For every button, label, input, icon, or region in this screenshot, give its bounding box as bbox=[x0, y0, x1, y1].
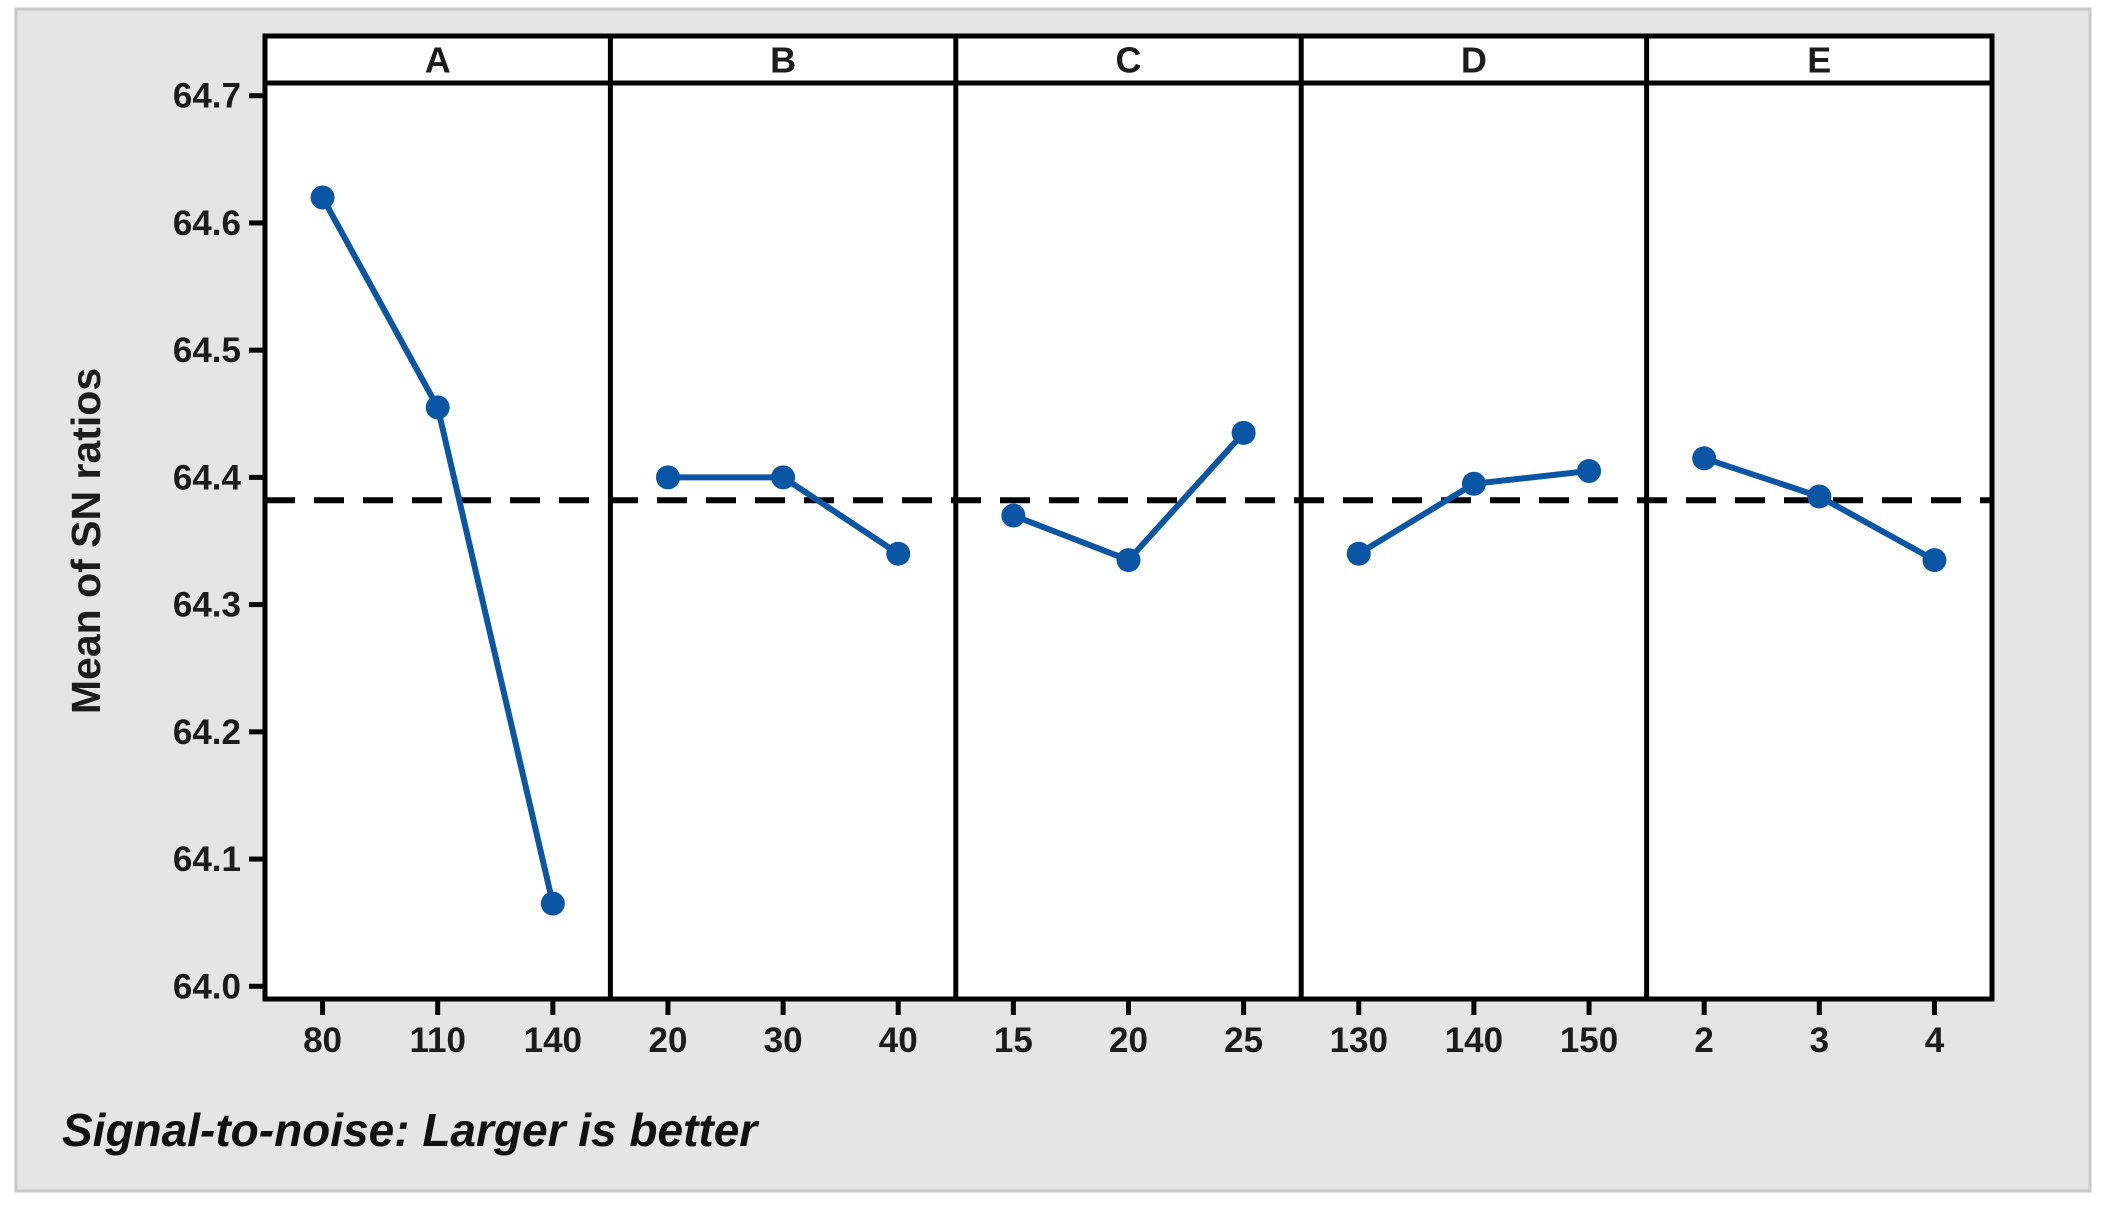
data-point-D-150 bbox=[1577, 459, 1602, 484]
data-point-A-80 bbox=[310, 185, 335, 210]
data-point-A-110 bbox=[425, 395, 450, 420]
data-point-B-20 bbox=[655, 465, 680, 490]
x-tick-label: 25 bbox=[1224, 1021, 1263, 1060]
x-tick-label: 4 bbox=[1925, 1021, 1945, 1060]
data-point-C-25 bbox=[1231, 420, 1256, 445]
y-tick-label: 64.4 bbox=[173, 458, 242, 497]
panel-header-label-A: A bbox=[425, 40, 451, 81]
x-tick-label: 110 bbox=[409, 1021, 465, 1060]
x-tick-label: 150 bbox=[1560, 1021, 1618, 1060]
data-point-C-20 bbox=[1116, 548, 1141, 573]
x-tick-label: 20 bbox=[1109, 1021, 1148, 1060]
x-tick-label: 140 bbox=[524, 1021, 582, 1060]
data-point-A-140 bbox=[540, 891, 565, 916]
y-tick-label: 64.5 bbox=[173, 331, 241, 370]
data-point-D-130 bbox=[1346, 541, 1371, 566]
data-point-D-140 bbox=[1461, 471, 1486, 496]
x-tick-label: 140 bbox=[1445, 1021, 1503, 1060]
y-tick-label: 64.6 bbox=[173, 204, 241, 243]
footer-annotation: Signal-to-noise: Larger is better bbox=[62, 1104, 759, 1156]
x-tick-label: 20 bbox=[648, 1021, 687, 1060]
y-tick-label: 64.0 bbox=[173, 967, 241, 1006]
panel-header-label-D: D bbox=[1461, 40, 1487, 81]
y-axis-title: Mean of SN ratios bbox=[63, 368, 109, 714]
y-tick-label: 64.7 bbox=[173, 77, 241, 116]
x-tick-label: 30 bbox=[764, 1021, 803, 1060]
panel-header-label-B: B bbox=[770, 40, 796, 81]
data-point-E-4 bbox=[1922, 548, 1947, 573]
x-tick-label: 15 bbox=[994, 1021, 1033, 1060]
data-point-B-30 bbox=[771, 465, 796, 490]
x-tick-label: 3 bbox=[1810, 1021, 1829, 1060]
data-point-E-2 bbox=[1692, 446, 1717, 471]
data-point-C-15 bbox=[1001, 503, 1026, 528]
y-tick-label: 64.2 bbox=[173, 713, 241, 752]
x-tick-label: 40 bbox=[879, 1021, 918, 1060]
y-tick-label: 64.3 bbox=[173, 586, 241, 625]
data-point-B-40 bbox=[886, 541, 911, 566]
x-tick-label: 130 bbox=[1330, 1021, 1388, 1060]
panel-header-label-E: E bbox=[1807, 40, 1831, 81]
x-tick-label: 80 bbox=[303, 1021, 342, 1060]
data-point-E-3 bbox=[1807, 484, 1832, 509]
plot-area bbox=[265, 36, 1992, 999]
panel-header-label-C: C bbox=[1116, 40, 1142, 81]
y-tick-label: 64.1 bbox=[173, 840, 241, 879]
x-tick-label: 2 bbox=[1694, 1021, 1713, 1060]
